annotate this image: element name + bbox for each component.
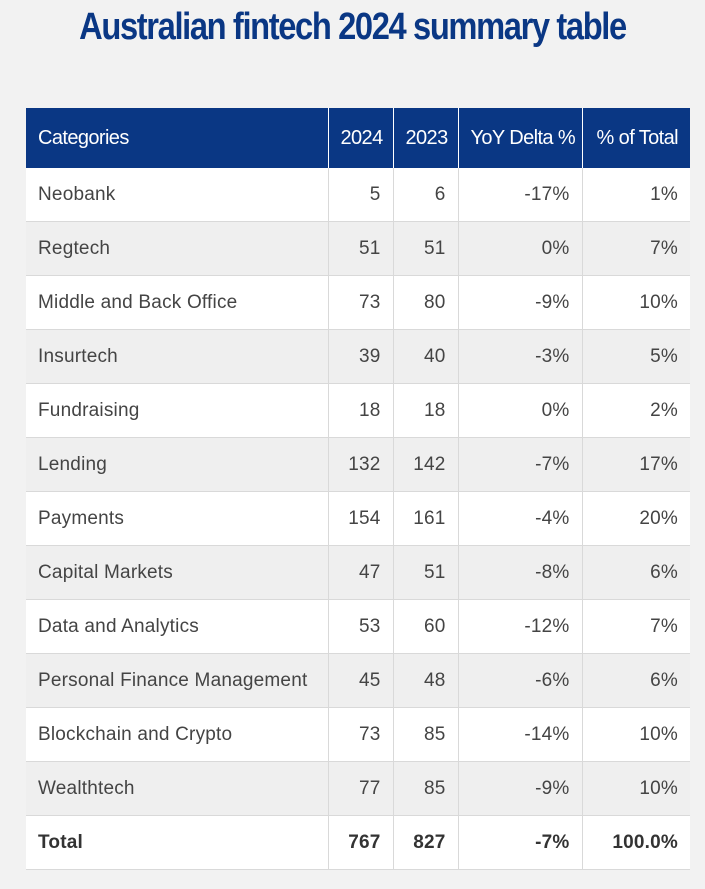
cell-percent-of-total: 7% xyxy=(582,599,690,654)
cell-value-2023: 51 xyxy=(393,545,459,600)
cell-yoy-delta: 0% xyxy=(458,221,583,276)
total-row: Total 767 827 -7% 100.0% xyxy=(26,815,690,870)
cell-yoy-delta: -6% xyxy=(458,653,583,708)
total-value-2024: 767 xyxy=(328,815,394,870)
total-percent-of-total: 100.0% xyxy=(582,815,690,870)
table-row: Insurtech 39 40 -3% 5% xyxy=(26,329,690,384)
cell-value-2024: 18 xyxy=(328,383,394,438)
table-row: Capital Markets 47 51 -8% 6% xyxy=(26,545,690,600)
cell-value-2023: 40 xyxy=(393,329,459,384)
cell-value-2024: 73 xyxy=(328,707,394,762)
cell-value-2024: 132 xyxy=(328,437,394,492)
cell-value-2023: 18 xyxy=(393,383,459,438)
cell-percent-of-total: 17% xyxy=(582,437,690,492)
total-category: Total xyxy=(26,815,329,870)
cell-yoy-delta: -17% xyxy=(458,168,583,222)
header-yoy-delta: YoY Delta % xyxy=(458,108,583,168)
cell-value-2024: 77 xyxy=(328,761,394,816)
cell-percent-of-total: 20% xyxy=(582,491,690,546)
total-value-2023: 827 xyxy=(393,815,459,870)
cell-yoy-delta: -9% xyxy=(458,761,583,816)
cell-category: Wealthtech xyxy=(26,761,329,816)
cell-category: Regtech xyxy=(26,221,329,276)
table-row: Neobank 5 6 -17% 1% xyxy=(26,168,690,222)
cell-percent-of-total: 2% xyxy=(582,383,690,438)
cell-value-2024: 154 xyxy=(328,491,394,546)
cell-percent-of-total: 6% xyxy=(582,653,690,708)
cell-value-2023: 161 xyxy=(393,491,459,546)
table-row: Payments 154 161 -4% 20% xyxy=(26,491,690,546)
table-row: Blockchain and Crypto 73 85 -14% 10% xyxy=(26,707,690,762)
cell-category: Fundraising xyxy=(26,383,329,438)
cell-yoy-delta: -7% xyxy=(458,437,583,492)
table-row: Lending 132 142 -7% 17% xyxy=(26,437,690,492)
cell-value-2024: 73 xyxy=(328,275,394,330)
cell-percent-of-total: 10% xyxy=(582,761,690,816)
cell-value-2024: 51 xyxy=(328,221,394,276)
summary-table: Categories 2024 2023 YoY Delta % % of To… xyxy=(26,108,690,870)
cell-value-2023: 60 xyxy=(393,599,459,654)
table-body: Neobank 5 6 -17% 1% Regtech 51 51 0% 7% Middle and… xyxy=(26,168,690,870)
cell-yoy-delta: -8% xyxy=(458,545,583,600)
cell-yoy-delta: -4% xyxy=(458,491,583,546)
table-row: Regtech 51 51 0% 7% xyxy=(26,221,690,276)
cell-value-2024: 45 xyxy=(328,653,394,708)
header-categories: Categories xyxy=(26,108,329,168)
cell-percent-of-total: 1% xyxy=(582,168,690,222)
cell-value-2023: 85 xyxy=(393,761,459,816)
table-row: Personal Finance Management 45 48 -6% 6% xyxy=(26,653,690,708)
total-yoy-delta: -7% xyxy=(458,815,583,870)
cell-value-2024: 5 xyxy=(328,168,394,222)
header-2023: 2023 xyxy=(393,108,459,168)
header-2024: 2024 xyxy=(328,108,394,168)
cell-category: Lending xyxy=(26,437,329,492)
cell-percent-of-total: 6% xyxy=(582,545,690,600)
cell-value-2024: 47 xyxy=(328,545,394,600)
cell-yoy-delta: -9% xyxy=(458,275,583,330)
cell-value-2023: 48 xyxy=(393,653,459,708)
cell-value-2023: 85 xyxy=(393,707,459,762)
summary-table-container: Categories 2024 2023 YoY Delta % % of To… xyxy=(26,108,690,870)
cell-value-2023: 80 xyxy=(393,275,459,330)
cell-yoy-delta: -14% xyxy=(458,707,583,762)
cell-yoy-delta: 0% xyxy=(458,383,583,438)
header-row: Categories 2024 2023 YoY Delta % % of To… xyxy=(26,108,690,168)
cell-value-2024: 39 xyxy=(328,329,394,384)
table-row: Wealthtech 77 85 -9% 10% xyxy=(26,761,690,816)
table-row: Middle and Back Office 73 80 -9% 10% xyxy=(26,275,690,330)
cell-percent-of-total: 10% xyxy=(582,707,690,762)
cell-yoy-delta: -3% xyxy=(458,329,583,384)
table-header: Categories 2024 2023 YoY Delta % % of To… xyxy=(26,108,690,168)
cell-value-2023: 6 xyxy=(393,168,459,222)
cell-percent-of-total: 10% xyxy=(582,275,690,330)
cell-percent-of-total: 5% xyxy=(582,329,690,384)
header-percent-of-total: % of Total xyxy=(582,108,690,168)
cell-percent-of-total: 7% xyxy=(582,221,690,276)
cell-category: Data and Analytics xyxy=(26,599,329,654)
cell-yoy-delta: -12% xyxy=(458,599,583,654)
cell-value-2024: 53 xyxy=(328,599,394,654)
cell-value-2023: 51 xyxy=(393,221,459,276)
table-row: Fundraising 18 18 0% 2% xyxy=(26,383,690,438)
table-row: Data and Analytics 53 60 -12% 7% xyxy=(26,599,690,654)
cell-category: Personal Finance Management xyxy=(26,653,329,708)
cell-category: Middle and Back Office xyxy=(26,275,329,330)
cell-category: Neobank xyxy=(26,168,329,222)
cell-value-2023: 142 xyxy=(393,437,459,492)
cell-category: Insurtech xyxy=(26,329,329,384)
cell-category: Blockchain and Crypto xyxy=(26,707,329,762)
cell-category: Payments xyxy=(26,491,329,546)
cell-category: Capital Markets xyxy=(26,545,329,600)
page-title: Australian fintech 2024 summary table xyxy=(79,6,627,48)
